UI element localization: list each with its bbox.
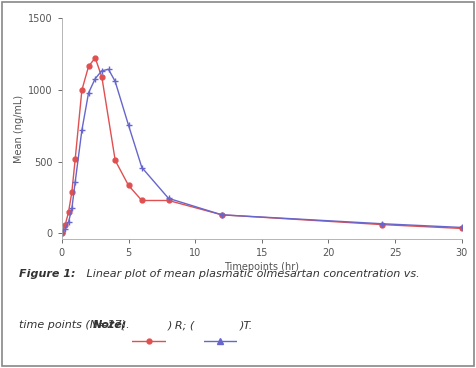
R xyxy=(59,230,65,235)
Line: T: T xyxy=(59,66,465,236)
R xyxy=(69,190,75,194)
R xyxy=(459,226,465,231)
T xyxy=(59,230,65,235)
R xyxy=(66,210,71,214)
T xyxy=(166,196,171,201)
Text: )T.: )T. xyxy=(239,320,253,330)
R xyxy=(139,198,145,203)
R xyxy=(379,222,385,227)
R xyxy=(72,157,78,161)
T xyxy=(92,77,98,81)
T xyxy=(66,220,71,224)
Text: ) R; (: ) R; ( xyxy=(168,320,195,330)
R xyxy=(79,88,85,92)
T xyxy=(62,227,68,231)
Line: R: R xyxy=(60,56,464,235)
R xyxy=(62,223,68,227)
T xyxy=(139,165,145,170)
T xyxy=(106,67,111,71)
T xyxy=(219,213,225,217)
T xyxy=(99,68,105,73)
T xyxy=(79,128,85,132)
Text: Linear plot of mean plasmatic olmesartan concentration vs.: Linear plot of mean plasmatic olmesartan… xyxy=(83,269,420,279)
Text: Note:: Note: xyxy=(93,320,127,330)
T xyxy=(72,180,78,184)
T xyxy=(69,206,75,210)
X-axis label: Timepoints (hr): Timepoints (hr) xyxy=(224,262,299,272)
R xyxy=(99,75,105,79)
Text: (: ( xyxy=(120,320,125,330)
R xyxy=(92,56,98,60)
Text: Figure 1:: Figure 1: xyxy=(19,269,76,279)
Text: time points (N=27).: time points (N=27). xyxy=(19,320,133,330)
R xyxy=(166,198,171,203)
R xyxy=(219,213,225,217)
R xyxy=(86,64,91,69)
T xyxy=(459,225,465,230)
T xyxy=(379,222,385,226)
T xyxy=(112,79,118,84)
Y-axis label: Mean (ng/mL): Mean (ng/mL) xyxy=(14,95,24,163)
T xyxy=(126,123,131,127)
R xyxy=(112,158,118,163)
T xyxy=(86,91,91,95)
R xyxy=(126,183,131,188)
